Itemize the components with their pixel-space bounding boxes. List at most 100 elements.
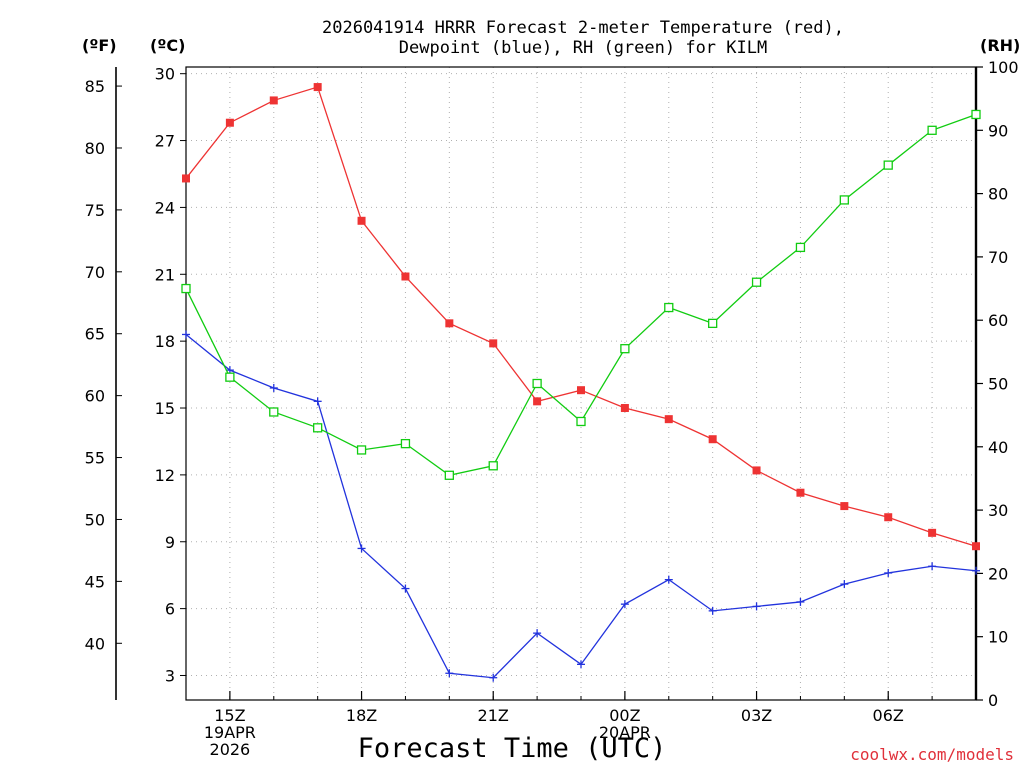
rh-tick-label: 30 <box>988 501 1008 520</box>
2-meter-temperature-point <box>401 272 410 281</box>
2-meter-temperature-point <box>840 502 849 511</box>
fahrenheit-tick-label: 45 <box>85 572 105 591</box>
2-meter-temperature-point <box>577 386 585 395</box>
rh-point <box>444 470 454 480</box>
dewpoint-point <box>445 669 454 678</box>
rh-tick-label: 90 <box>988 121 1008 140</box>
rh-unit-label: (RH) <box>980 36 1021 55</box>
dewpoint-point <box>269 383 278 392</box>
x-tick-label: 20APR <box>599 723 651 742</box>
celsius-unit-label: (ºC) <box>150 36 186 55</box>
2-meter-temperature-point <box>269 96 278 105</box>
x-tick-label: 06Z <box>873 706 904 725</box>
celsius-tick-label: 9 <box>165 533 175 552</box>
rh-point <box>269 407 279 417</box>
dewpoint-point <box>796 597 805 606</box>
2-meter-temperature-point <box>708 435 717 444</box>
dewpoint-point <box>620 600 629 609</box>
2-meter-temperature-point <box>796 488 805 497</box>
rh-point <box>708 318 718 329</box>
fahrenheit-tick-label: 70 <box>85 263 105 282</box>
dewpoint-point <box>884 568 893 577</box>
dewpoint-point <box>577 660 585 669</box>
dewpoint-point <box>489 673 498 682</box>
2-meter-temperature-point <box>182 174 190 183</box>
rh-point <box>927 125 937 135</box>
celsius-tick-label: 6 <box>165 600 175 619</box>
x-tick-label: 00Z <box>609 706 640 725</box>
2-meter-temperature-point <box>928 528 937 537</box>
dewpoint-point <box>533 629 542 638</box>
2-meter-temperature-point <box>752 466 761 475</box>
rh-point <box>400 438 411 449</box>
plot-frame <box>185 66 977 701</box>
x-tick-label: 21Z <box>478 706 509 725</box>
fahrenheit-tick-label: 50 <box>85 510 105 529</box>
fahrenheit-tick-label: 55 <box>85 449 105 468</box>
dewpoint-point <box>840 580 849 589</box>
rh-tick-label: 70 <box>988 248 1008 267</box>
axes: 3 6 9 12 15 18 21 24 27 30 40 45 50 55 60 65 70 75 80 85 0 10… <box>85 58 1019 759</box>
rh-tick-label: 100 <box>988 58 1019 77</box>
rh-tick-label: 0 <box>988 691 998 710</box>
celsius-tick-label: 12 <box>155 466 175 485</box>
2-meter-temperature-point <box>225 118 234 127</box>
rh-tick-label: 20 <box>988 564 1008 583</box>
dewpoint-point <box>708 606 717 615</box>
rh-point <box>225 372 235 382</box>
2-meter-temperature-point <box>489 339 498 348</box>
rh-point <box>839 195 849 205</box>
celsius-tick-label: 15 <box>155 399 175 418</box>
dewpoint-point <box>752 602 761 611</box>
chart-title-line-2: Dewpoint (blue), RH (green) for KILM <box>398 38 768 58</box>
dewpoint-point <box>401 584 410 593</box>
dewpoint-point <box>182 330 190 339</box>
rh-tick-label: 40 <box>988 438 1008 457</box>
rh-point <box>488 461 498 471</box>
x-tick-label: 03Z <box>741 706 772 725</box>
fahrenheit-tick-label: 75 <box>85 201 105 220</box>
dewpoint-point <box>928 562 937 571</box>
celsius-tick-label: 24 <box>155 198 175 217</box>
series-layer <box>181 83 981 682</box>
2-meter-temperature-point <box>664 415 673 424</box>
2-meter-temperature-point <box>313 83 322 92</box>
rh-point <box>664 302 674 313</box>
dewpoint-point <box>664 575 673 584</box>
fahrenheit-unit-label: (ºF) <box>82 36 117 55</box>
celsius-tick-label: 21 <box>155 265 175 284</box>
x-tick-label: 18Z <box>346 706 377 725</box>
x-tick-label: 2026 <box>210 740 251 759</box>
2-meter-temperature-point <box>357 216 366 225</box>
chart-title-line-1: 2026041914 HRRR Forecast 2-meter Tempera… <box>322 18 844 38</box>
rh-tick-label: 10 <box>988 628 1008 647</box>
x-axis-title: Forecast Time (UTC) <box>357 733 667 764</box>
rh-point <box>971 109 981 120</box>
source-credit: coolwx.com/models <box>850 745 1014 764</box>
fahrenheit-tick-label: 40 <box>85 634 105 653</box>
fahrenheit-tick-label: 65 <box>85 325 105 344</box>
rh-point <box>532 378 542 389</box>
2-meter-temperature-point <box>533 397 542 406</box>
fahrenheit-tick-label: 80 <box>85 139 105 158</box>
dewpoint-point <box>972 566 980 575</box>
celsius-tick-label: 27 <box>155 132 175 151</box>
rh-point <box>883 160 893 170</box>
rh-tick-label: 80 <box>988 185 1008 204</box>
2-meter-temperature-point <box>620 404 629 413</box>
2-meter-temperature-point <box>972 542 980 551</box>
celsius-tick-label: 3 <box>165 666 175 685</box>
dewpoint-point <box>357 544 366 553</box>
fahrenheit-tick-label: 60 <box>85 387 105 406</box>
rh-point <box>620 344 630 354</box>
x-tick-label: 15Z <box>214 706 245 725</box>
rh-point <box>751 277 762 287</box>
celsius-tick-label: 30 <box>155 65 175 84</box>
rh-tick-label: 50 <box>988 375 1008 394</box>
x-tick-label: 19APR <box>204 723 256 742</box>
rh-point <box>181 283 191 294</box>
rh-tick-label: 60 <box>988 311 1008 330</box>
celsius-tick-label: 18 <box>155 332 175 351</box>
2-meter-temperature-point <box>884 513 893 522</box>
rh-point <box>356 445 367 455</box>
